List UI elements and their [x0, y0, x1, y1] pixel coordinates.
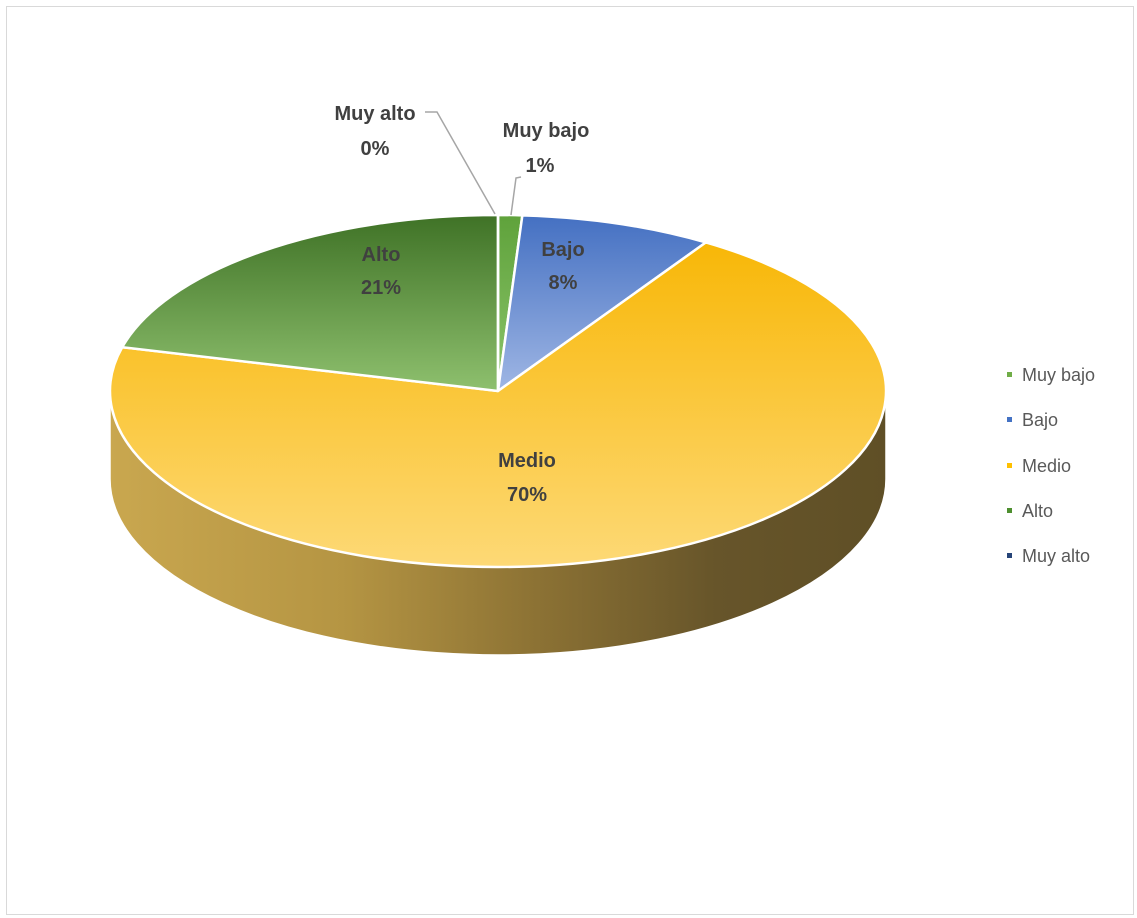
pie-slice-bajo	[496, 214, 708, 393]
data-label-muy-alto-value: 0%	[361, 138, 390, 160]
data-label-bajo-name: Bajo	[541, 239, 584, 261]
data-label-bajo-value: 8%	[549, 272, 578, 294]
legend-item-muy-alto: Muy alto	[1007, 546, 1090, 566]
pie-slice-alto	[120, 213, 500, 393]
legend-label-medio: Medio	[1022, 456, 1071, 476]
legend: Muy bajo Bajo Medio Alto Muy alto	[1007, 365, 1095, 566]
legend-label-bajo: Bajo	[1022, 410, 1058, 430]
legend-item-muy-bajo: Muy bajo	[1007, 365, 1095, 385]
legend-marker-alto	[1007, 508, 1012, 513]
data-label-muy-bajo-value: 1%	[526, 155, 555, 177]
legend-label-alto: Alto	[1022, 501, 1053, 521]
leader-line-muy-alto	[425, 111, 496, 215]
leader-line-muy-bajo	[510, 176, 522, 216]
data-label-muy-alto-name: Muy alto	[334, 103, 415, 125]
legend-marker-muy-bajo	[1007, 372, 1012, 377]
legend-label-muy-bajo: Muy bajo	[1022, 365, 1095, 385]
pie-slice-medio	[108, 241, 888, 569]
legend-item-medio: Medio	[1007, 456, 1071, 476]
legend-marker-medio	[1007, 463, 1012, 468]
legend-label-muy-alto: Muy alto	[1022, 546, 1090, 566]
data-label-muy-bajo-name: Muy bajo	[503, 120, 590, 142]
legend-item-bajo: Bajo	[1007, 410, 1058, 430]
data-label-medio-value: 70%	[507, 484, 547, 506]
data-label-alto-name: Alto	[362, 244, 401, 266]
data-label-alto-value: 21%	[361, 277, 401, 299]
legend-marker-muy-alto	[1007, 553, 1012, 558]
data-label-medio-name: Medio	[498, 450, 556, 472]
legend-item-alto: Alto	[1007, 501, 1053, 521]
legend-marker-bajo	[1007, 417, 1012, 422]
